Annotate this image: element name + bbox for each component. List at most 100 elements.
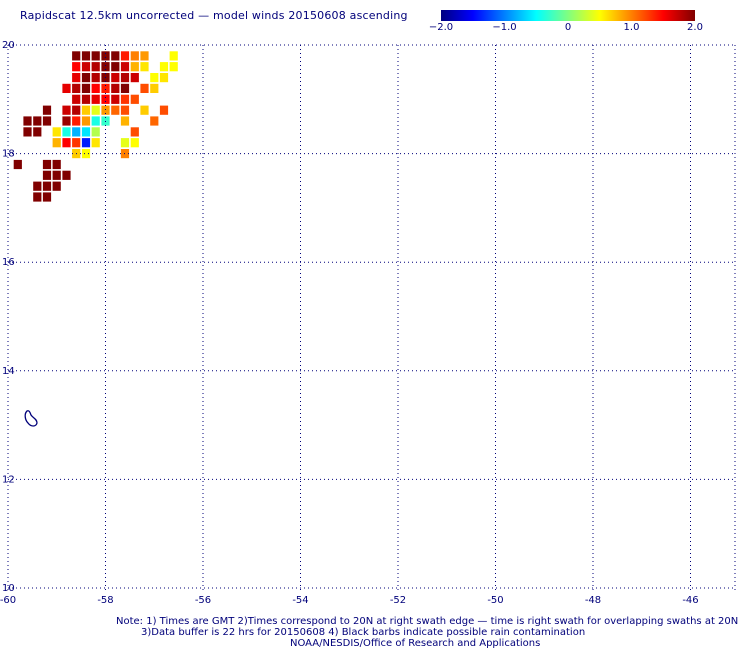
note-line-3: NOAA/NESDIS/Office of Research and Appli… [290, 638, 541, 649]
wind-cell [72, 83, 81, 93]
wind-cell [169, 62, 178, 72]
wind-cell [42, 116, 52, 126]
barbados-coastline-icon [24, 410, 38, 427]
wind-cell [130, 94, 139, 104]
wind-cell [130, 127, 139, 137]
colorbar-tick-label: 1.0 [623, 22, 640, 33]
wind-cell [81, 51, 91, 61]
wind-cell [120, 83, 130, 93]
wind-cell [120, 138, 130, 148]
wind-cell [111, 94, 120, 104]
wind-cell [150, 116, 159, 126]
wind-cell [81, 127, 91, 137]
wind-cell [62, 138, 71, 148]
colorbar-tick-label: 0 [564, 22, 572, 33]
wind-cell [91, 51, 100, 61]
wind-cell [130, 62, 139, 72]
wind-cell [111, 105, 120, 115]
wind-cell [91, 94, 100, 104]
wind-cell [81, 116, 91, 126]
wind-cell [150, 73, 159, 83]
wind-cell [42, 192, 52, 202]
wind-cell [91, 138, 100, 148]
longitude-label: -46 [682, 595, 698, 606]
wind-cell [33, 181, 42, 191]
wind-cell [23, 127, 32, 137]
wind-cell [72, 138, 81, 148]
wind-cell [140, 51, 149, 61]
wind-cell [81, 83, 91, 93]
wind-cell [111, 73, 120, 83]
wind-cell [91, 116, 100, 126]
wind-cell [72, 94, 81, 104]
latitude-label: 20 [2, 40, 15, 51]
latitude-label: 16 [2, 257, 15, 268]
wind-cell [120, 105, 130, 115]
colorbar-tick-label: −1.0 [492, 22, 517, 33]
wind-cell [91, 127, 100, 137]
wind-cell [91, 105, 100, 115]
wind-cell [81, 105, 91, 115]
note-line-2: 3)Data buffer is 22 hrs for 20150608 4) … [141, 627, 586, 638]
wind-cell [91, 62, 100, 72]
wind-cell [62, 116, 71, 126]
wind-cell [120, 73, 130, 83]
wind-cells [13, 51, 178, 202]
wind-cell [169, 51, 178, 61]
colorbar-tick-label: 2.0 [687, 22, 703, 33]
wind-cell [130, 51, 139, 61]
wind-cell [111, 83, 120, 93]
colorbar-labels: −2.0 −1.0 0 1.0 2.0 [429, 22, 721, 36]
longitude-label: -48 [585, 595, 601, 606]
wind-cell [101, 83, 110, 93]
latitude-label: 10 [2, 583, 15, 594]
axis-labels: -60 -58 -56 -54 -52 -50 -48 -46 10 12 14 16 18 20 [0, 40, 699, 606]
wind-cell [42, 170, 52, 180]
wind-cell [72, 73, 81, 83]
wind-cell [52, 127, 61, 137]
wind-cell [62, 170, 71, 180]
wind-cell [42, 181, 52, 191]
map-title: Rapidscat 12.5km uncorrected — model win… [20, 9, 408, 22]
wind-cell [62, 105, 71, 115]
map-plot: -60 -58 -56 -54 -52 -50 -48 -46 10 12 14 16 18 20 [0, 40, 736, 606]
colorbar-gradient [441, 10, 695, 21]
wind-cell [111, 51, 120, 61]
longitude-label: -52 [390, 595, 406, 606]
wind-cell [159, 105, 169, 115]
wind-cell [81, 149, 91, 159]
wind-cell [42, 159, 52, 170]
wind-cell [42, 105, 52, 115]
wind-cell [120, 62, 130, 72]
lat-lon-grid [7, 44, 736, 590]
wind-cell [91, 73, 100, 83]
wind-cell [72, 127, 81, 137]
wind-cell [159, 62, 169, 72]
wind-cell [72, 116, 81, 126]
wind-cell [120, 116, 130, 126]
wind-cell [159, 73, 169, 83]
wind-cell [101, 62, 110, 72]
wind-cell [101, 105, 110, 115]
colorbar [441, 10, 695, 21]
wind-cell [111, 62, 120, 72]
wind-cell [120, 51, 130, 61]
longitude-label: -50 [487, 595, 503, 606]
wind-cell [62, 83, 71, 93]
wind-cell [33, 116, 42, 126]
wind-cell [101, 51, 110, 61]
wind-cell [62, 127, 71, 137]
latitude-label: 14 [2, 366, 15, 377]
wind-cell [81, 62, 91, 72]
wind-cell [130, 138, 139, 148]
wind-cell [33, 192, 42, 202]
wind-cell [72, 105, 81, 115]
wind-cell [52, 159, 61, 170]
wind-cell [72, 62, 81, 72]
wind-cell [13, 159, 22, 170]
wind-cell [52, 181, 61, 191]
wind-cell [81, 138, 91, 148]
longitude-label: -60 [0, 595, 16, 606]
note-line-1: Note: 1) Times are GMT 2)Times correspon… [116, 616, 739, 627]
wind-cell [140, 83, 149, 93]
